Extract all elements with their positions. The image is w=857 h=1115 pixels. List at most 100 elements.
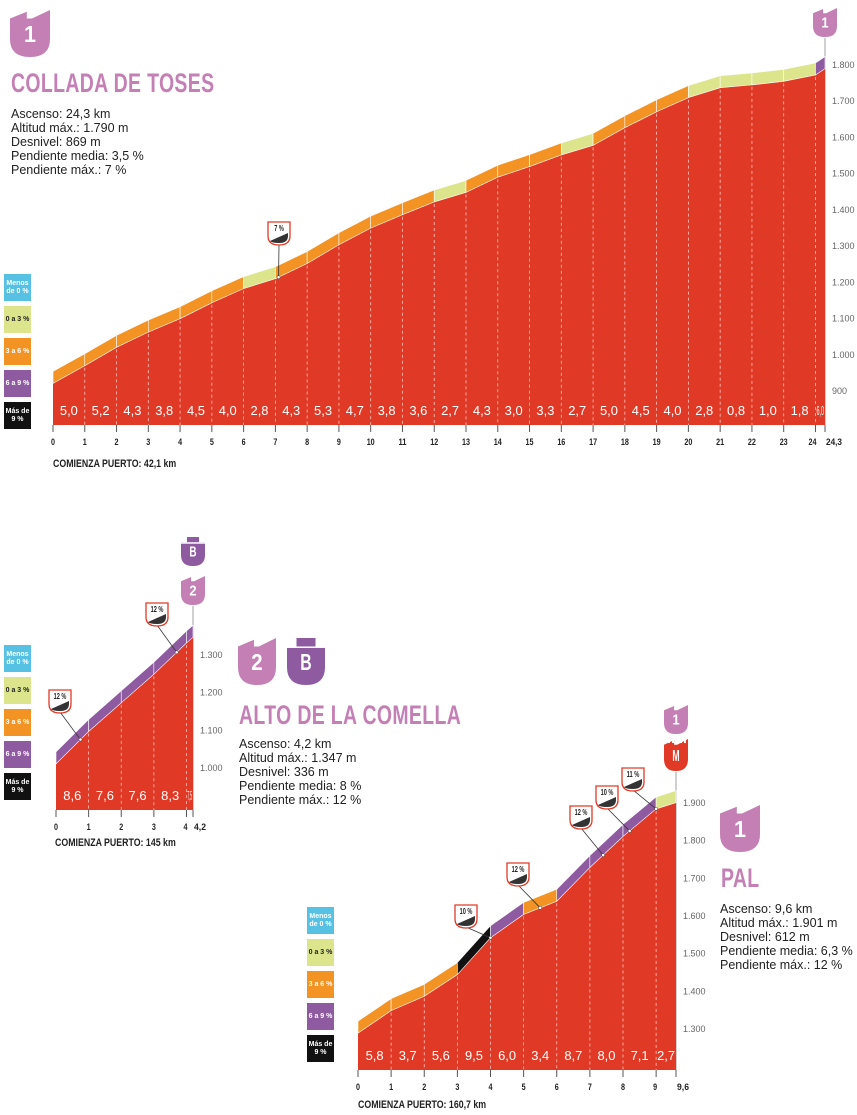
x-tick-label: 24 bbox=[808, 437, 817, 448]
category-badge-summit-1: 1 bbox=[813, 8, 837, 37]
x-tick-label: 7 bbox=[273, 437, 277, 448]
x-tick-label: 4 bbox=[183, 822, 188, 833]
segment-gradient-label: 5,8 bbox=[366, 1048, 384, 1063]
finish-badge-summit-3: M bbox=[664, 739, 688, 771]
y-tick-label: 1.900 bbox=[683, 798, 706, 808]
marker-label: 10 % bbox=[601, 788, 614, 797]
x-tick-label: 5 bbox=[210, 437, 215, 448]
segment-gradient-label: 3,8 bbox=[378, 403, 396, 418]
max-grade-marker: 12 % bbox=[48, 689, 83, 742]
x-tick-label: 1 bbox=[83, 437, 88, 448]
segment-gradient-label: 3,8 bbox=[155, 403, 173, 418]
gradient-wedge-icon bbox=[598, 797, 616, 807]
segment-gradient-label: 8,0 bbox=[597, 1048, 615, 1063]
x-tick-label: 4 bbox=[489, 1082, 494, 1093]
x-tick-label: 6 bbox=[555, 1082, 559, 1093]
marker-leader-line bbox=[606, 807, 630, 832]
shield-stripe bbox=[181, 542, 205, 544]
max-grade-marker: 10 % bbox=[595, 785, 632, 833]
x-tick-label: 4 bbox=[178, 437, 183, 448]
finish-shield-shape bbox=[664, 739, 688, 771]
marker-point bbox=[174, 650, 179, 655]
stat-avg-gradient: Pendiente media: 3,5 % bbox=[11, 149, 144, 163]
marker-leader-line bbox=[580, 827, 604, 856]
segment-gradient-label: 9,5 bbox=[465, 1048, 483, 1063]
segment-gradient-label: 4,3 bbox=[123, 403, 141, 418]
y-tick-label: 1.800 bbox=[832, 60, 855, 70]
x-tick-label: 0 bbox=[51, 437, 55, 448]
segment-gradient-label: 5,3 bbox=[314, 403, 332, 418]
max-grade-marker: 10 % bbox=[454, 904, 493, 940]
segment-gradient-label: 1,0 bbox=[759, 403, 777, 418]
max-grade-marker: 12 % bbox=[506, 862, 543, 910]
stat-ascent: Ascenso: 4,2 km bbox=[239, 737, 332, 751]
elevation-area bbox=[53, 68, 825, 425]
segment-gradient-label: 6,0 bbox=[816, 403, 824, 418]
category-badge-title-3: 1 bbox=[720, 805, 760, 852]
category-badge-summit-3: 1 bbox=[664, 705, 688, 734]
segment-gradient-label: 2,7 bbox=[441, 403, 459, 418]
gradient-legend-1: Menos de 0 % 0 a 3 % 3 a 6 % 6 a 9 % Más de … bbox=[4, 274, 31, 434]
stat-max-altitude: Altitud máx.: 1.790 m bbox=[11, 121, 129, 135]
x-tick-label: 3 bbox=[455, 1082, 459, 1093]
special-shield-shape bbox=[287, 638, 325, 685]
segment-gradient-label: 8,6 bbox=[63, 788, 81, 803]
climb-stats-2: Ascenso: 4,2 km Altitud máx.: 1.347 m De… bbox=[239, 737, 361, 807]
profile-3: 5,8 3,7 5,6 9,5 6,0 3,4 8,7 8,0 7,1 2,7 0 1 2 3 4 5 6 7 8 9… bbox=[356, 767, 706, 1093]
segment-gradient-label: 7,6 bbox=[129, 788, 147, 803]
stat-max-altitude: Altitud máx.: 1.347 m bbox=[239, 751, 357, 765]
x-tick-label: 14 bbox=[494, 437, 503, 448]
marker-leader-line bbox=[465, 926, 491, 939]
x-tick-label: 9 bbox=[337, 437, 341, 448]
profile-1: 5,0 5,2 4,3 3,8 4,5 4,0 2,8 4,3 5,3 4,7 3,8 3,6 2,7 4… bbox=[51, 38, 855, 448]
stat-ascent: Ascenso: 9,6 km bbox=[720, 902, 813, 916]
segment-gradient-label: 5,2 bbox=[92, 403, 110, 418]
marker-label: 12 % bbox=[512, 865, 525, 874]
y-tick-label: 1.400 bbox=[832, 205, 855, 215]
gradient-band-km-21 bbox=[719, 72, 753, 89]
x-tick-label: 12 bbox=[430, 437, 438, 448]
legend-c3_6: 3 a 6 % bbox=[4, 338, 31, 365]
segment-gradient-label: 0,8 bbox=[727, 403, 745, 418]
x-tick-label: 20 bbox=[684, 437, 692, 448]
category-shield-shape bbox=[720, 805, 760, 852]
segment-gradient-label: 4,3 bbox=[282, 403, 300, 418]
elevation-area bbox=[358, 802, 676, 1070]
max-grade-marker: 12 % bbox=[569, 805, 605, 857]
shield-label: 2 bbox=[189, 584, 196, 600]
stat-ascent: Ascenso: 24,3 km bbox=[11, 107, 111, 121]
x-tick-label: 24,3 bbox=[826, 437, 842, 448]
x-tick-label: 5 bbox=[522, 1082, 527, 1093]
x-tick-label: 6 bbox=[242, 437, 246, 448]
checker-square bbox=[680, 740, 682, 744]
x-tick-label: 8 bbox=[621, 1082, 625, 1093]
marker-label: 12 % bbox=[151, 605, 164, 614]
gradient-wedge-icon bbox=[572, 817, 590, 827]
marker-leader-line bbox=[517, 884, 541, 909]
segment-gradient-label: 3,7 bbox=[399, 1048, 417, 1063]
y-tick-label: 1.200 bbox=[832, 277, 855, 287]
max-grade-marker: 7 % bbox=[267, 221, 291, 280]
gradient-legend-3: Menos de 0 % 0 a 3 % 3 a 6 % 6 a 9 % Más de … bbox=[307, 907, 334, 1067]
gradient-wedge-icon bbox=[148, 614, 166, 624]
x-tick-label: 2 bbox=[115, 437, 119, 448]
category-shield-shape bbox=[664, 705, 688, 734]
category-badge-title-2: 2 bbox=[238, 638, 276, 685]
y-tick-label: 900 bbox=[832, 386, 847, 396]
elevation-area bbox=[56, 637, 193, 810]
checker-square bbox=[668, 740, 670, 744]
checker-square bbox=[664, 740, 666, 744]
x-tick-label: 11 bbox=[398, 437, 407, 448]
segment-gradient-label: 8,3 bbox=[161, 788, 179, 803]
marker-label: 12 % bbox=[575, 808, 588, 817]
segment-gradient-label: 4,0 bbox=[219, 403, 237, 418]
segment-gradient-label: 4,3 bbox=[473, 403, 491, 418]
category-shield-shape bbox=[813, 8, 837, 37]
marker-point bbox=[538, 905, 543, 910]
checker-square bbox=[672, 740, 674, 744]
shield-label: 1 bbox=[734, 816, 746, 842]
y-tick-label: 1.600 bbox=[832, 132, 855, 142]
climb-title-pal: PAL bbox=[721, 863, 760, 893]
stat-max-gradient: Pendiente máx.: 12 % bbox=[239, 793, 362, 807]
segment-gradient-label: 1,8 bbox=[791, 403, 809, 418]
